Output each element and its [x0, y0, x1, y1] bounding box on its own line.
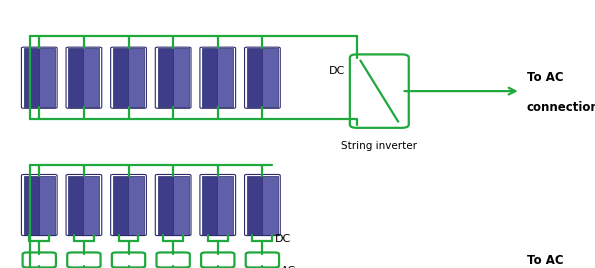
- Bar: [83, 176, 99, 234]
- Bar: [39, 48, 55, 107]
- Bar: [158, 48, 173, 107]
- Bar: [39, 176, 55, 234]
- Bar: [262, 176, 278, 234]
- Text: To AC: To AC: [527, 254, 563, 267]
- Bar: [68, 176, 83, 234]
- Bar: [24, 48, 39, 107]
- Bar: [68, 48, 83, 107]
- Text: String inverter: String inverter: [342, 141, 417, 151]
- Bar: [113, 48, 128, 107]
- Bar: [217, 48, 233, 107]
- Text: DC: DC: [328, 66, 345, 76]
- Bar: [202, 48, 217, 107]
- Bar: [173, 176, 189, 234]
- Bar: [262, 48, 278, 107]
- Text: DC: DC: [275, 233, 291, 244]
- Bar: [217, 176, 233, 234]
- FancyBboxPatch shape: [350, 54, 409, 128]
- FancyBboxPatch shape: [156, 252, 190, 267]
- Bar: [113, 176, 128, 234]
- Bar: [247, 176, 262, 234]
- Bar: [128, 176, 144, 234]
- Text: AC: AC: [281, 266, 296, 268]
- Bar: [247, 48, 262, 107]
- FancyBboxPatch shape: [201, 252, 234, 267]
- FancyBboxPatch shape: [112, 252, 145, 267]
- FancyBboxPatch shape: [246, 252, 279, 267]
- Bar: [128, 48, 144, 107]
- FancyBboxPatch shape: [23, 252, 56, 267]
- Bar: [83, 48, 99, 107]
- Text: To AC: To AC: [527, 71, 563, 84]
- Text: connection: connection: [527, 101, 595, 114]
- FancyBboxPatch shape: [67, 252, 101, 267]
- Bar: [158, 176, 173, 234]
- Bar: [173, 48, 189, 107]
- Bar: [24, 176, 39, 234]
- Bar: [202, 176, 217, 234]
